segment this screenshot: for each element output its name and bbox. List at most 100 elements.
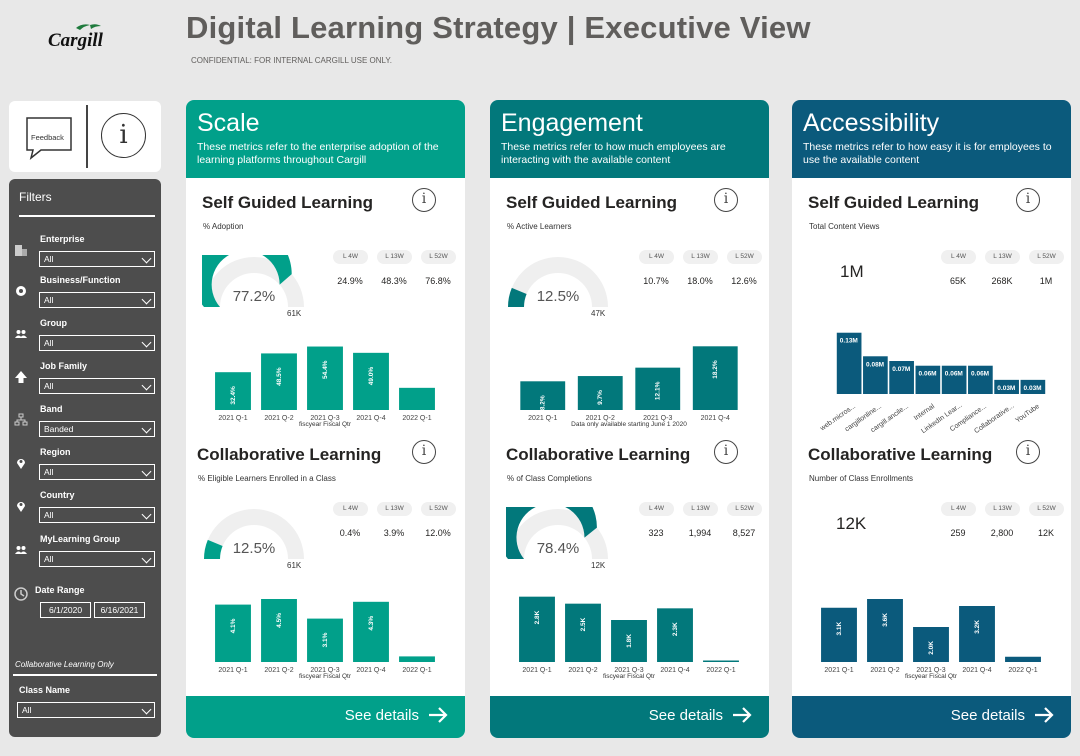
filter-select[interactable]: All bbox=[39, 464, 155, 480]
kpi-value: 12.5% bbox=[232, 540, 276, 557]
category-label: 2021 Q-2 bbox=[264, 415, 293, 422]
filter-select[interactable]: All bbox=[39, 292, 155, 308]
filter-value: All bbox=[44, 338, 54, 348]
data-label: 2.8K bbox=[534, 610, 541, 624]
bar bbox=[577, 376, 623, 410]
bar bbox=[353, 601, 389, 662]
data-label: 0.07M bbox=[892, 366, 910, 373]
period-value: 3.9% bbox=[383, 528, 405, 538]
bar-chart: 2.8K 2021 Q-1 2.5K 2021 Q-2 1.8K 2021 Q-3 2.3K… bbox=[514, 588, 744, 674]
period-value: 2,800 bbox=[990, 528, 1014, 538]
filter-label: Region bbox=[40, 447, 71, 457]
filter-value: All bbox=[44, 295, 54, 305]
period-value: 48.3% bbox=[381, 276, 407, 286]
period-value: 12.0% bbox=[425, 528, 451, 538]
bar bbox=[307, 618, 343, 662]
info-icon[interactable]: i bbox=[412, 188, 436, 212]
section-subtitle: % Adoption bbox=[203, 222, 244, 231]
category-label: 2021 Q-4 bbox=[660, 667, 689, 674]
period-value: 1M bbox=[1039, 276, 1053, 286]
data-label: 54.4% bbox=[322, 360, 329, 379]
bar bbox=[635, 367, 681, 410]
period-pill: L 4W bbox=[639, 250, 674, 264]
info-icon[interactable]: i bbox=[412, 440, 436, 464]
section-title: Collaborative Learning bbox=[808, 445, 993, 464]
info-icon[interactable]: i bbox=[714, 440, 738, 464]
filter-value: Banded bbox=[44, 424, 74, 434]
filter-value: All bbox=[44, 510, 54, 520]
category-label: 2021 Q-2 bbox=[568, 667, 597, 674]
filter-select[interactable]: All bbox=[39, 335, 155, 351]
data-label: 0.13M bbox=[840, 338, 858, 345]
class-name-value: All bbox=[22, 705, 32, 715]
gauge-max: 47K bbox=[591, 309, 606, 318]
data-label: 4.3% bbox=[368, 616, 375, 631]
info-icon[interactable]: i bbox=[1016, 188, 1040, 212]
bar bbox=[941, 365, 967, 394]
period-pill: L 4W bbox=[333, 250, 368, 264]
logo-text: Cargill bbox=[48, 30, 104, 50]
page-title: Digital Learning Strategy | Executive Vi… bbox=[186, 10, 811, 45]
data-label: 3.1K bbox=[836, 621, 843, 635]
category-label: 2021 Q-4 bbox=[962, 667, 991, 674]
filter-label: Country bbox=[40, 490, 75, 500]
x-axis-title: fiscyear Fiscal Qtr bbox=[602, 673, 655, 680]
kpi-value: 78.4% bbox=[536, 540, 580, 557]
feedback-button[interactable] bbox=[23, 116, 85, 160]
filter-select[interactable]: All bbox=[39, 507, 155, 523]
data-label: 4.5% bbox=[276, 613, 283, 628]
date-end-input[interactable]: 6/16/2021 bbox=[94, 602, 145, 618]
info-icon[interactable]: i bbox=[1016, 440, 1040, 464]
date-start-input[interactable]: 6/1/2020 bbox=[40, 602, 91, 618]
hierarchy-icon bbox=[14, 413, 28, 427]
see-details-button[interactable]: See details bbox=[186, 696, 465, 738]
bar bbox=[836, 332, 862, 394]
bar bbox=[215, 372, 251, 410]
cargill-logo: Cargill bbox=[46, 22, 116, 51]
filter-label: Enterprise bbox=[40, 234, 85, 244]
section-subtitle: % of Class Completions bbox=[507, 474, 592, 483]
bar bbox=[959, 606, 995, 662]
info-icon[interactable]: i bbox=[714, 188, 738, 212]
card-engagement: Engagement These metrics refer to how muc… bbox=[490, 100, 769, 738]
period-pill: L 52W bbox=[727, 502, 762, 516]
bar bbox=[863, 356, 888, 394]
x-axis-title: fiscyear Fiscal Qtr bbox=[298, 421, 351, 428]
bar bbox=[1005, 656, 1041, 662]
category-label: 2021 Q-3 bbox=[310, 415, 339, 422]
period-pill: L 13W bbox=[377, 250, 412, 264]
card-accessibility: Accessibility These metrics refer to how … bbox=[792, 100, 1071, 738]
bar bbox=[520, 381, 566, 410]
period-pill: L 52W bbox=[421, 502, 456, 516]
see-details-button[interactable]: See details bbox=[792, 696, 1071, 738]
info-icon[interactable]: i bbox=[101, 113, 146, 158]
filter-select[interactable]: All bbox=[39, 551, 155, 567]
bar bbox=[889, 361, 914, 394]
see-details-button[interactable]: See details bbox=[490, 696, 769, 738]
gauge bbox=[202, 507, 306, 563]
class-name-label: Class Name bbox=[19, 685, 71, 695]
x-axis-title: fiscyear Fiscal Qtr bbox=[298, 673, 351, 680]
period-value: 259 bbox=[950, 528, 966, 538]
filter-select[interactable]: Banded bbox=[39, 421, 155, 437]
gauge-fill bbox=[508, 287, 527, 307]
section-title: Collaborative Learning bbox=[506, 445, 691, 464]
category-label: 2021 Q-3 bbox=[310, 667, 339, 674]
period-pill: L 4W bbox=[639, 502, 674, 516]
filter-select[interactable]: All bbox=[39, 378, 155, 394]
bar bbox=[611, 620, 647, 662]
gauge-track bbox=[508, 257, 608, 307]
kpi-value: 12K bbox=[836, 514, 867, 533]
card-header: Accessibility These metrics refer to how … bbox=[792, 100, 1071, 178]
data-label: 3.1% bbox=[322, 632, 329, 647]
period-pill: L 13W bbox=[985, 250, 1020, 264]
class-name-select[interactable]: All bbox=[17, 702, 155, 718]
bar bbox=[353, 352, 389, 410]
period-pill: L 52W bbox=[421, 250, 456, 264]
bar bbox=[261, 599, 297, 662]
gauge-max: 12K bbox=[591, 561, 606, 570]
chevron-down-icon bbox=[141, 466, 152, 477]
data-label: 0.06M bbox=[971, 371, 989, 378]
data-label: 3.6K bbox=[882, 613, 889, 627]
filter-select[interactable]: All bbox=[39, 251, 155, 267]
